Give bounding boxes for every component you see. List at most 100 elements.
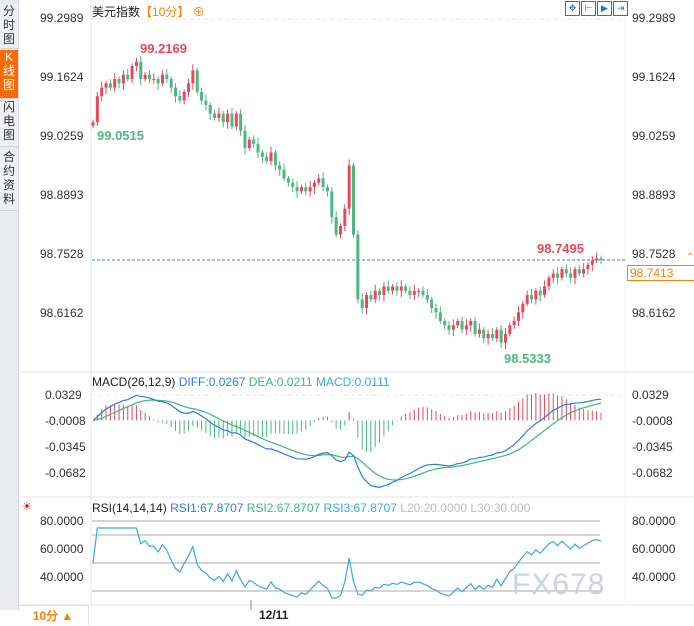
crosshair-icon[interactable]: ✥ <box>565 1 580 16</box>
candle-body <box>352 165 356 235</box>
candle-body <box>586 264 590 270</box>
candle-body <box>517 312 521 321</box>
settings-sun-icon[interactable]: ☀ <box>22 501 32 513</box>
l30: L30:30.000 <box>470 501 531 515</box>
chart-title: 美元指数【10分】 ⊕ <box>92 3 205 20</box>
candle-body <box>217 113 221 118</box>
candle-body <box>312 182 316 188</box>
symbol-name: 美元指数 <box>92 5 141 19</box>
period-selector[interactable]: 10分 ▲ <box>18 605 89 625</box>
candle-body <box>347 165 351 209</box>
candle-body <box>160 74 164 84</box>
candle-body <box>334 217 338 235</box>
y-tick-right: 99.1624 <box>632 69 676 84</box>
candle-body <box>243 130 247 149</box>
candle-body <box>265 156 269 162</box>
candle-body <box>152 79 156 81</box>
candle-body <box>434 308 438 313</box>
candle-body <box>564 269 568 274</box>
candle-body <box>208 104 212 114</box>
macd-value: MACD:0.0111 <box>315 375 390 389</box>
rsi-tick-left: 80.0000 <box>40 514 84 528</box>
candle-body <box>447 325 451 330</box>
macd-tick-left: -0.0345 <box>45 439 86 454</box>
rsi-tick-left: 40.0000 <box>40 570 84 584</box>
candle-body <box>443 320 447 326</box>
candle-body <box>299 187 303 192</box>
candle-body <box>95 96 99 123</box>
candle-body <box>482 329 486 339</box>
sidebar: 分时图 K线图 闪电图 合约资料 <box>0 0 19 610</box>
y-tick-right: 98.7528 <box>632 246 676 261</box>
candle-body <box>226 113 230 123</box>
macd-title: MACD(26,12,9) <box>92 375 176 389</box>
dea-line <box>92 399 602 481</box>
diff-line <box>92 394 602 488</box>
macd-tick-left: -0.0008 <box>45 414 86 429</box>
y-tick-left: 98.6162 <box>40 305 84 320</box>
candle-body <box>130 66 134 80</box>
candle-body <box>490 333 494 339</box>
candle-body <box>230 113 234 127</box>
macd-legend: MACD(26,12,9) DIFF:0.0267 DEA:0.0211 MAC… <box>92 375 390 389</box>
candle-body <box>282 169 286 179</box>
candle-body <box>143 74 147 80</box>
candle-body <box>187 83 191 92</box>
candle-body <box>356 234 360 300</box>
macd-diff: DIFF:0.0267 <box>178 375 246 389</box>
candle-body <box>382 286 386 296</box>
candle-body <box>173 87 177 97</box>
candle-body <box>525 295 529 304</box>
macd-tick-right: -0.0008 <box>632 414 673 429</box>
low-label: 98.5333 <box>504 351 551 366</box>
up-arrow-icon: ⌃ <box>686 252 694 263</box>
l20: L20:20.0000 <box>400 501 467 515</box>
tab-k-line[interactable]: K线图 <box>0 50 18 99</box>
jump-end-icon[interactable]: ⇥ <box>613 1 628 16</box>
candle-body <box>126 74 130 80</box>
candle-body <box>204 100 208 105</box>
y-tick-right: 98.8893 <box>632 187 676 202</box>
candle-body <box>378 290 382 296</box>
macd-dea: DEA:0.0211 <box>248 375 313 389</box>
recent-high-label: 98.7495 <box>537 241 584 256</box>
candle-body <box>104 83 108 88</box>
x-date-label: 12/11 <box>259 608 289 622</box>
candle-body <box>425 295 429 300</box>
candle-body <box>512 320 516 326</box>
candle-body <box>308 187 312 192</box>
candle-body <box>234 113 238 127</box>
macd-tick-right: 0.0329 <box>632 388 669 403</box>
play-forward-icon[interactable]: ▶ <box>597 1 612 16</box>
candle-body <box>499 329 503 343</box>
candle-body <box>430 299 434 309</box>
candle-body <box>134 61 138 67</box>
candle-body <box>121 74 125 84</box>
candle-body <box>360 299 364 309</box>
candle-body <box>286 178 290 183</box>
rsi-line <box>92 527 602 599</box>
candle-body <box>464 325 468 330</box>
macd-tick-right: -0.0682 <box>632 465 673 480</box>
candle-body <box>113 79 117 88</box>
tab-time-chart[interactable]: 分时图 <box>0 4 18 49</box>
y-tick-right: 99.0259 <box>632 128 676 143</box>
last-price-tag: 98.7413 <box>627 265 694 281</box>
rsi2: RSI2:67.8707 <box>246 501 321 515</box>
candle-body <box>291 182 295 188</box>
fit-range-icon[interactable]: ⊢ <box>581 1 596 16</box>
rsi1: RSI1:67.8707 <box>170 501 244 515</box>
period-label[interactable]: 【10分】 <box>140 5 190 19</box>
candle-body <box>412 290 416 296</box>
candle-body <box>417 290 421 292</box>
tab-contract-info[interactable]: 合约资料 <box>0 150 18 211</box>
candle-body <box>399 286 403 291</box>
candle-body <box>256 143 260 153</box>
candle-body <box>386 286 390 291</box>
candle-body <box>239 113 243 131</box>
tab-flash-chart[interactable]: 闪电图 <box>0 100 18 147</box>
candle-body <box>551 273 555 278</box>
candle-body <box>438 312 442 321</box>
plus-circle-icon[interactable]: ⊕ <box>192 5 205 19</box>
